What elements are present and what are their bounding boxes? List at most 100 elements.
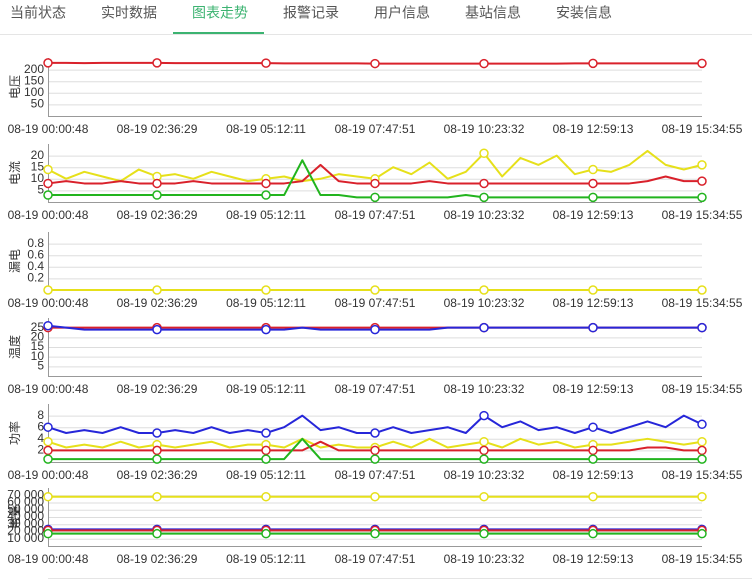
x-tick-label: 08-19 10:23:32 [444, 208, 525, 222]
x-tick-label: 08-19 12:59:13 [553, 382, 634, 396]
point-marker [43, 422, 53, 432]
x-tick-label: 08-19 00:00:48 [8, 468, 89, 482]
y-axis-label: 温度 [7, 335, 22, 359]
point-marker [697, 176, 707, 186]
point-marker [479, 178, 489, 189]
point-marker [43, 190, 53, 200]
y-tick-label: 6 [37, 419, 44, 433]
point-marker [697, 160, 707, 170]
y-tick-label: 0.4 [27, 259, 44, 273]
point-marker [152, 178, 162, 189]
point-marker [370, 528, 380, 539]
point-marker [697, 192, 707, 203]
point-marker [479, 410, 489, 421]
x-tick-label: 08-19 02:36:29 [117, 382, 198, 396]
active-tab-underline [173, 32, 264, 34]
point-marker [261, 528, 271, 539]
point-marker [697, 436, 707, 447]
point-marker [697, 322, 707, 333]
x-tick-label: 08-19 15:34:55 [662, 468, 743, 482]
point-marker [261, 285, 271, 295]
point-marker [370, 428, 380, 438]
y-tick-label: 60 000 [7, 495, 44, 509]
point-marker [588, 58, 598, 69]
y-tick-label: 40 000 [7, 509, 44, 523]
point-marker [588, 322, 598, 333]
x-tick-label: 08-19 02:36:29 [117, 296, 198, 310]
x-tick-label: 08-19 15:34:55 [662, 208, 743, 222]
y-tick-label: 20 [31, 330, 45, 344]
tab[interactable]: 安装信息 [556, 5, 612, 21]
point-marker [370, 58, 380, 69]
tab[interactable]: 图表走势 [192, 5, 248, 21]
x-tick-label: 08-19 12:59:13 [553, 122, 634, 136]
point-marker [43, 164, 53, 175]
point-marker [370, 178, 380, 189]
x-tick-label: 08-19 07:47:51 [335, 122, 416, 136]
y-tick-label: 20 [31, 148, 45, 162]
point-marker [152, 190, 162, 200]
y-tick-label: 150 [24, 73, 44, 87]
y-tick-label: 5 [37, 359, 44, 373]
x-tick-label: 08-19 00:00:48 [8, 122, 89, 136]
point-marker [588, 164, 598, 175]
y-axis-label: 电压 [8, 75, 22, 99]
y-tick-label: 25 [31, 320, 45, 334]
y-tick-label: 0.2 [27, 271, 44, 285]
point-marker [588, 285, 598, 295]
point-marker [479, 445, 489, 456]
y-tick-label: 5 [37, 183, 44, 197]
point-marker [697, 528, 707, 539]
tab[interactable]: 基站信息 [465, 5, 521, 21]
point-marker [261, 58, 271, 68]
x-tick-label: 08-19 00:00:48 [8, 296, 89, 310]
point-marker [152, 454, 162, 464]
point-marker [261, 428, 271, 438]
x-tick-label: 08-19 00:00:48 [8, 208, 89, 222]
tab[interactable]: 实时数据 [101, 5, 157, 21]
point-marker [479, 528, 489, 539]
point-marker [479, 436, 489, 447]
x-tick-label: 08-19 10:23:32 [444, 468, 525, 482]
x-tick-label: 08-19 07:47:51 [335, 382, 416, 396]
point-marker [152, 285, 162, 295]
point-marker [43, 445, 53, 456]
y-tick-label: 30 000 [7, 516, 44, 530]
point-marker [588, 528, 598, 539]
point-marker [152, 528, 162, 539]
x-tick-label: 08-19 07:47:51 [335, 552, 416, 566]
y-axis-label: 电量 [8, 505, 22, 529]
y-tick-label: 2 [37, 443, 44, 457]
y-tick-label: 50 000 [7, 502, 44, 516]
x-tick-label: 08-19 07:47:51 [335, 296, 416, 310]
tab[interactable]: 当前状态 [10, 5, 66, 21]
y-tick-label: 8 [37, 408, 44, 422]
point-marker [479, 192, 489, 203]
x-tick-label: 08-19 05:12:11 [226, 468, 306, 482]
point-marker [697, 58, 707, 69]
point-marker [370, 445, 380, 456]
point-marker [697, 419, 707, 430]
point-marker [370, 324, 380, 335]
tab[interactable]: 报警记录 [283, 5, 339, 21]
point-marker [479, 285, 489, 295]
point-marker [588, 445, 598, 456]
y-axis-label: 功率 [7, 421, 22, 445]
x-tick-label: 08-19 07:47:51 [335, 468, 416, 482]
x-tick-label: 08-19 07:47:51 [335, 208, 416, 222]
y-tick-label: 10 000 [7, 531, 44, 545]
x-tick-label: 08-19 05:12:11 [226, 208, 306, 222]
x-tick-label: 08-19 15:34:55 [662, 552, 743, 566]
point-marker [479, 148, 489, 159]
y-tick-label: 10 [31, 349, 45, 363]
point-marker [43, 528, 53, 539]
point-marker [261, 190, 271, 200]
point-marker [370, 491, 380, 502]
tab[interactable]: 用户信息 [374, 5, 430, 21]
y-tick-label: 15 [31, 339, 45, 353]
point-marker [697, 454, 707, 464]
x-tick-label: 08-19 10:23:32 [444, 122, 525, 136]
y-tick-label: 0.6 [27, 247, 44, 261]
y-tick-label: 10 [31, 171, 45, 185]
point-marker [479, 454, 489, 464]
